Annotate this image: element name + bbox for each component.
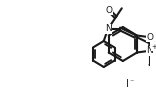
Text: N: N: [146, 46, 153, 55]
Text: ⁻: ⁻: [129, 77, 134, 86]
Text: O: O: [146, 33, 153, 42]
Text: +: +: [151, 44, 156, 50]
Text: N: N: [105, 24, 111, 33]
Text: O: O: [105, 6, 112, 15]
Text: I: I: [126, 79, 129, 89]
